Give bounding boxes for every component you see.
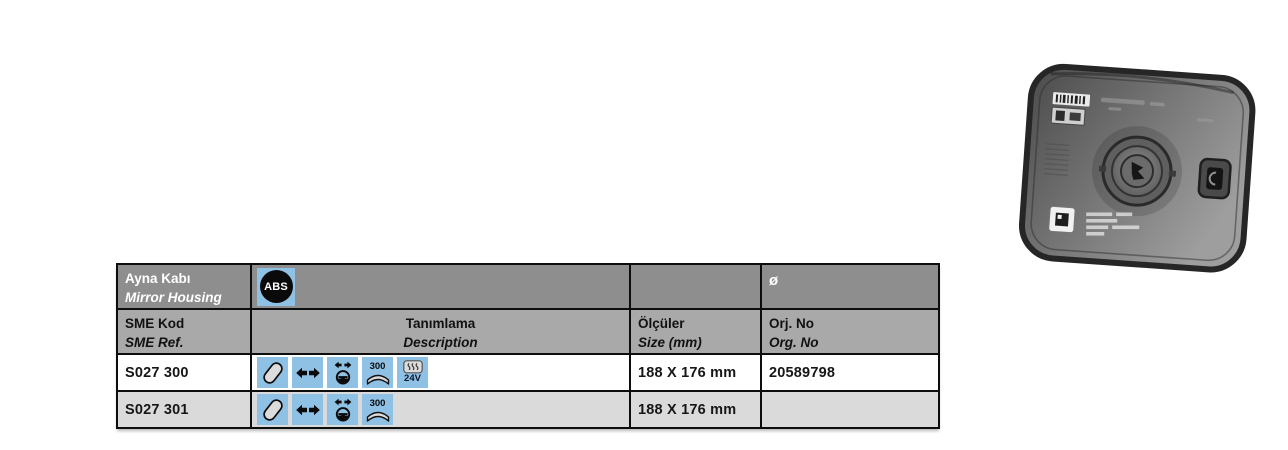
part-size: 188 X 176 mm [629, 353, 762, 392]
radius-300-icon: 300 [362, 357, 393, 388]
col-header-sme-kod: SME Kod SME Ref. [116, 308, 252, 355]
abs-cell: ABS [250, 263, 631, 310]
radius-300-icon: 300 [362, 394, 393, 425]
section-header-row: Ayna Kabı Mirror Housing ABS ø [116, 263, 940, 310]
mirror-housing-illustration [1018, 63, 1256, 273]
column-header-row: SME Kod SME Ref. Tanımlama Description Ö… [116, 308, 940, 355]
col-header-size: Ölçüler Size (mm) [629, 308, 762, 355]
mirror-glass-shape-icon [257, 357, 288, 388]
remote-adjust-steering-icon [327, 357, 358, 388]
two-way-adjust-arrows-icon [292, 394, 323, 425]
part-feature-icons-cell: 300 [250, 390, 631, 429]
mirror-glass-shape-icon [257, 394, 288, 425]
empty-header-cell [629, 263, 762, 310]
label-sticker [1048, 205, 1076, 234]
stamped-marks [1086, 212, 1140, 236]
section-title-tr: Ayna Kabı [125, 271, 191, 286]
part-code: S027 300 [116, 353, 252, 392]
section-title: Ayna Kabı Mirror Housing [116, 263, 252, 310]
part-row: S027 301 300 [116, 390, 940, 429]
heated-mirror-24v-icon: 24V [397, 357, 428, 388]
grooves [1043, 143, 1070, 176]
diameter-cell: ø [760, 263, 940, 310]
radius-300-label: 300 [369, 360, 386, 372]
barcode-sticker [1050, 92, 1091, 126]
embossed-marks [1100, 97, 1214, 123]
diameter-symbol: ø [769, 272, 779, 289]
col-header-org-no: Orj. No Org. No [760, 308, 940, 355]
two-way-adjust-arrows-icon [292, 357, 323, 388]
radius-300-label: 300 [369, 397, 386, 409]
voltage-label: 24V [404, 373, 421, 384]
part-feature-icons-cell: 300 24V [250, 353, 631, 392]
part-feature-icons: 300 [253, 393, 628, 426]
col-header-description: Tanımlama Description [250, 308, 631, 355]
parts-table: Ayna Kabı Mirror Housing ABS ø SME Kod S… [116, 263, 940, 429]
section-title-en: Mirror Housing [125, 290, 222, 305]
part-org-no: 20589798 [760, 353, 940, 392]
part-row: S027 300 300 [116, 353, 940, 392]
side-clip [1197, 157, 1232, 200]
mounting-boss [1091, 126, 1182, 217]
abs-icon-label: ABS [259, 270, 293, 303]
part-code: S027 301 [116, 390, 252, 429]
remote-adjust-steering-icon [327, 394, 358, 425]
abs-icon: ABS [257, 267, 295, 306]
mirror-housing-photo [1000, 56, 1270, 296]
part-feature-icons: 300 24V [253, 356, 628, 389]
part-size: 188 X 176 mm [629, 390, 762, 429]
part-org-no [760, 390, 940, 429]
